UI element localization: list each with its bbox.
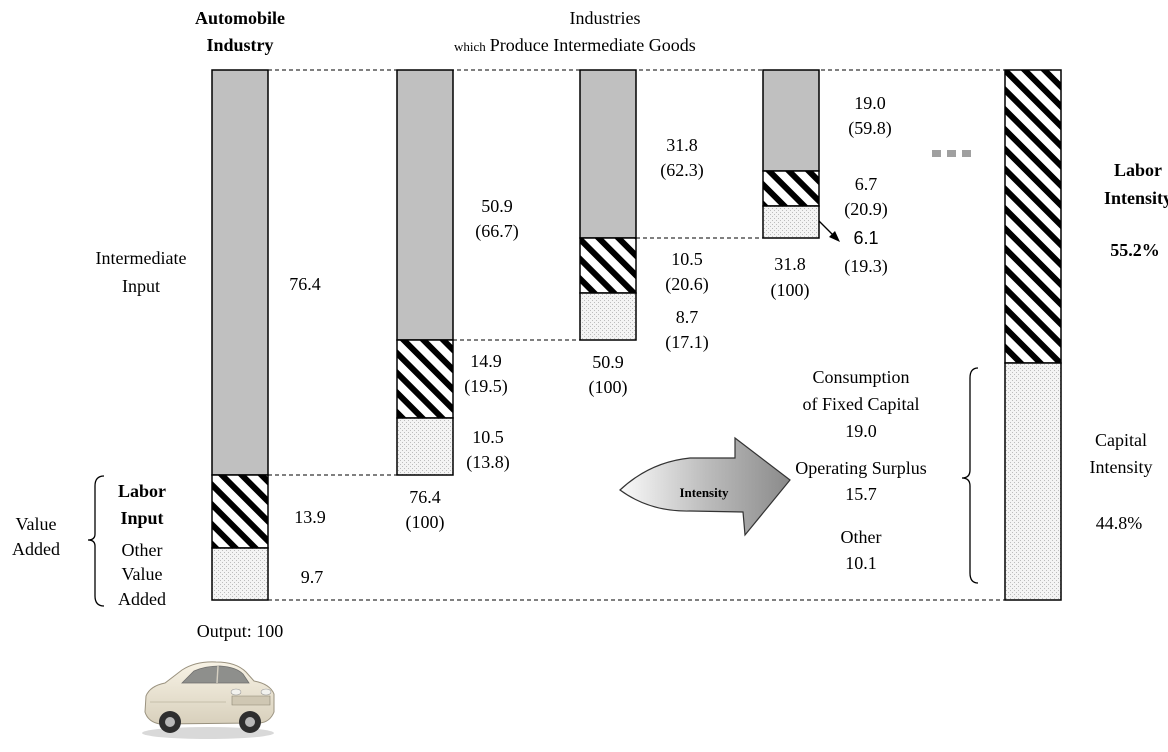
- auto-intermediate-segment: [212, 70, 268, 475]
- stage3-total-val: 31.8: [774, 254, 806, 274]
- stage2-inter-val: 31.8: [666, 135, 698, 155]
- capital-intensity-label-2: Intensity: [1090, 457, 1153, 477]
- stage1-labor-segment: [397, 340, 453, 418]
- stage3-other-pct: (19.3): [844, 256, 888, 277]
- labor-input-label-1: Labor: [118, 481, 166, 501]
- stage1-inter-pct: (66.7): [475, 221, 519, 242]
- consumption-label-1: Consumption: [812, 367, 909, 387]
- consumption-label-2: of Fixed Capital: [803, 394, 920, 414]
- stage2-other-segment: [580, 293, 636, 340]
- auto-labor-segment: [212, 475, 268, 548]
- stage1-labor-pct: (19.5): [464, 376, 508, 397]
- other-va-label-3: Added: [118, 589, 166, 609]
- operating-surplus-label: Operating Surplus: [795, 458, 926, 478]
- capital-intensity-label-1: Capital: [1095, 430, 1147, 450]
- stage1-bar: [397, 70, 453, 475]
- operating-surplus-value: 15.7: [845, 484, 877, 504]
- stage3-inter-pct: (59.8): [848, 118, 892, 139]
- other-capital-value: 10.1: [845, 553, 877, 573]
- other-capital-label: Other: [841, 527, 882, 547]
- stage2-other-pct: (17.1): [665, 332, 709, 353]
- industries-title-small: which: [454, 39, 486, 54]
- stage1-other-val: 10.5: [472, 427, 504, 447]
- stage3-labor-segment: [763, 171, 819, 206]
- capital-intensity-pct: 44.8%: [1096, 513, 1143, 533]
- labor-input-label-2: Input: [120, 508, 163, 528]
- auto-title-line2: Industry: [206, 35, 273, 55]
- stage2-other-val: 8.7: [676, 307, 699, 327]
- capital-intensity-segment: [1005, 363, 1061, 600]
- stage3-other-val: 6.1: [853, 228, 878, 248]
- stage2-inter-pct: (62.3): [660, 160, 704, 181]
- header: Automobile Industry Industries which Prod…: [195, 8, 696, 55]
- labor-intensity-pct: 55.2%: [1110, 240, 1160, 260]
- ellipsis-icon: [932, 150, 971, 157]
- intermediate-label-1: Intermediate: [96, 248, 187, 268]
- auto-title-line1: Automobile: [195, 8, 285, 28]
- stage2-intermediate-segment: [580, 70, 636, 238]
- car-image: [142, 662, 274, 739]
- intensity-bar: [1005, 70, 1061, 600]
- industries-title-line2: which Produce Intermediate Goods: [454, 35, 696, 55]
- consumption-value: 19.0: [845, 421, 877, 441]
- stage2-labor-val: 10.5: [671, 249, 703, 269]
- stage1-total-val: 76.4: [409, 487, 441, 507]
- value-added-label-1: Value: [16, 514, 57, 534]
- stage3-labor-pct: (20.9): [844, 199, 888, 220]
- intensity-labels: Labor Intensity 55.2% Capital Intensity …: [1090, 160, 1168, 533]
- stage3-pointer-arrow: [819, 221, 840, 242]
- stage2-labor-segment: [580, 238, 636, 293]
- labor-intensity-label-2: Intensity: [1104, 188, 1168, 208]
- auto-other-value: 9.7: [301, 567, 324, 587]
- auto-intermediate-value: 76.4: [289, 274, 321, 294]
- stage3-intermediate-segment: [763, 70, 819, 171]
- industries-title-rest: Produce Intermediate Goods: [490, 35, 696, 55]
- auto-labor-value: 13.9: [294, 507, 326, 527]
- capital-breakdown: Consumption of Fixed Capital 19.0 Operat…: [795, 367, 926, 573]
- stage3-bar: [763, 70, 819, 238]
- stage2-bar: [580, 70, 636, 340]
- labor-intensity-label-1: Labor: [1114, 160, 1162, 180]
- stage3-inter-val: 19.0: [854, 93, 886, 113]
- stage2-total-val: 50.9: [592, 352, 624, 372]
- stage1-other-segment: [397, 418, 453, 475]
- auto-labels: Intermediate Input 76.4 Labor Input 13.9…: [12, 248, 326, 641]
- auto-bar: [212, 70, 268, 600]
- stage1-other-pct: (13.8): [466, 452, 510, 473]
- stage2-labor-pct: (20.6): [665, 274, 709, 295]
- stage1-total-pct: (100): [406, 512, 445, 533]
- stage3-other-segment: [763, 206, 819, 238]
- intensity-arrow: Intensity: [620, 438, 790, 535]
- stage3-total-pct: (100): [771, 280, 810, 301]
- stage1-intermediate-segment: [397, 70, 453, 340]
- stage1-labor-val: 14.9: [470, 351, 502, 371]
- industries-title-line1: Industries: [570, 8, 641, 28]
- stage1-inter-val: 50.9: [481, 196, 513, 216]
- labor-intensity-segment: [1005, 70, 1061, 363]
- other-va-label-1: Other: [122, 540, 163, 560]
- capital-brace: [962, 368, 978, 583]
- inner-brace: [88, 476, 104, 606]
- stage3-labor-val: 6.7: [855, 174, 878, 194]
- auto-other-segment: [212, 548, 268, 600]
- intensity-arrow-label: Intensity: [679, 485, 729, 500]
- stage2-total-pct: (100): [589, 377, 628, 398]
- intermediate-label-2: Input: [122, 276, 160, 296]
- value-added-label-2: Added: [12, 539, 60, 559]
- other-va-label-2: Value: [122, 564, 163, 584]
- output-label: Output: 100: [197, 621, 284, 641]
